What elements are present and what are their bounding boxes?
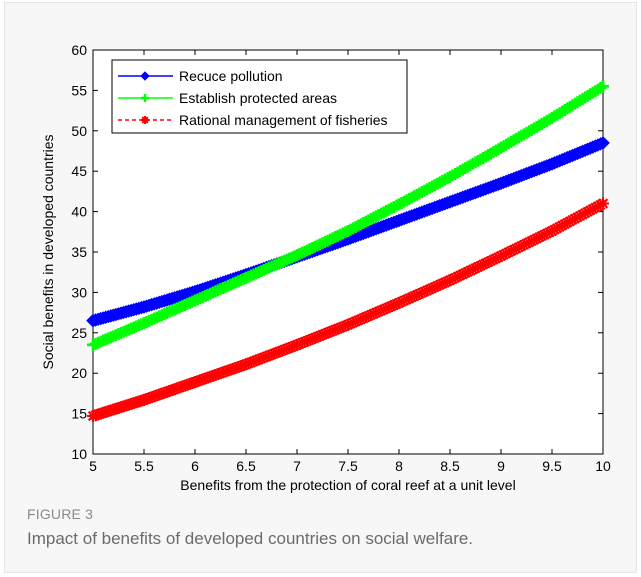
data-point xyxy=(137,300,151,314)
figure-label: FIGURE 3 xyxy=(27,506,94,522)
x-tick-label: 6.5 xyxy=(236,458,256,474)
data-point xyxy=(342,318,354,331)
legend-marker xyxy=(141,94,149,102)
legend-box xyxy=(111,59,408,134)
x-tick-label: 7.5 xyxy=(338,458,358,474)
x-tick-label: 8.5 xyxy=(440,458,460,474)
legend-items: Recuce pollution Establish protected area… xyxy=(118,68,388,128)
y-axis: 10 15 20 25 30 35 40 45 50 55 60 xyxy=(71,42,603,462)
data-point xyxy=(444,170,456,183)
x-tick-label: 7 xyxy=(293,458,301,474)
data-point xyxy=(597,197,609,210)
y-tick-label: 35 xyxy=(71,244,87,260)
x-tick-label: 5.5 xyxy=(134,458,154,474)
y-axis-label: Social benefits in developed countries xyxy=(40,134,56,369)
data-point xyxy=(86,313,100,328)
x-tick-label: 5 xyxy=(89,458,97,474)
data-point xyxy=(342,224,354,237)
data-point xyxy=(546,111,558,124)
data-point xyxy=(87,338,99,351)
x-tick-label: 10 xyxy=(595,458,611,474)
x-axis-label: Benefits from the protection of coral re… xyxy=(180,477,515,493)
y-tick-label: 30 xyxy=(71,284,87,300)
x-tick-label: 8 xyxy=(395,458,403,474)
data-point xyxy=(546,224,558,237)
y-tick-label: 10 xyxy=(71,446,87,462)
data-point xyxy=(393,198,405,211)
y-tick-label: 45 xyxy=(71,163,87,179)
x-tick-label: 9.5 xyxy=(542,458,562,474)
data-point xyxy=(596,136,610,150)
figure-card: 10 15 20 25 30 35 40 45 50 55 60 5 5.5 6 6.5 7 7.5 8 8.5 9… xyxy=(4,2,637,573)
data-point xyxy=(597,80,609,93)
data-point xyxy=(393,296,405,309)
legend-marker xyxy=(140,71,150,81)
data-point xyxy=(240,358,252,371)
y-tick-label: 25 xyxy=(71,325,87,341)
y-tick-label: 50 xyxy=(71,123,87,139)
data-point xyxy=(495,141,507,154)
data-point xyxy=(291,249,303,262)
legend-marker xyxy=(141,116,149,124)
x-tick-label: 9 xyxy=(497,458,505,474)
legend-label: Recuce pollution xyxy=(179,68,283,84)
data-point xyxy=(189,376,201,389)
legend-label: Establish protected areas xyxy=(179,90,337,106)
data-point xyxy=(545,157,559,171)
line-chart: 10 15 20 25 30 35 40 45 50 55 60 5 5.5 6 6.5 7 7.5 8 8.5 9… xyxy=(40,42,611,493)
y-tick-label: 40 xyxy=(71,204,87,220)
figure-caption: Impact of benefits of developed countrie… xyxy=(27,529,474,548)
x-axis: 5 5.5 6 6.5 7 7.5 8 8.5 9 9.5 10 xyxy=(89,50,611,474)
data-point xyxy=(138,317,150,330)
legend: Recuce pollution Establish protected area… xyxy=(111,59,408,134)
series-2 xyxy=(87,80,609,351)
y-tick-label: 55 xyxy=(71,82,87,98)
series-3 xyxy=(87,197,609,423)
data-point xyxy=(444,274,456,287)
data-point xyxy=(240,271,252,284)
data-point xyxy=(291,338,303,351)
x-tick-label: 6 xyxy=(191,458,199,474)
data-point xyxy=(392,213,406,228)
legend-label: Rational management of fisheries xyxy=(179,112,388,128)
data-point xyxy=(138,393,150,406)
data-point xyxy=(495,250,507,263)
y-tick-label: 15 xyxy=(71,406,87,422)
data-point xyxy=(443,195,457,209)
data-point xyxy=(494,176,508,191)
y-tick-label: 60 xyxy=(71,42,87,58)
series-layer xyxy=(86,80,610,423)
y-tick-label: 20 xyxy=(71,365,87,381)
data-point xyxy=(87,410,99,423)
data-point xyxy=(189,294,201,307)
